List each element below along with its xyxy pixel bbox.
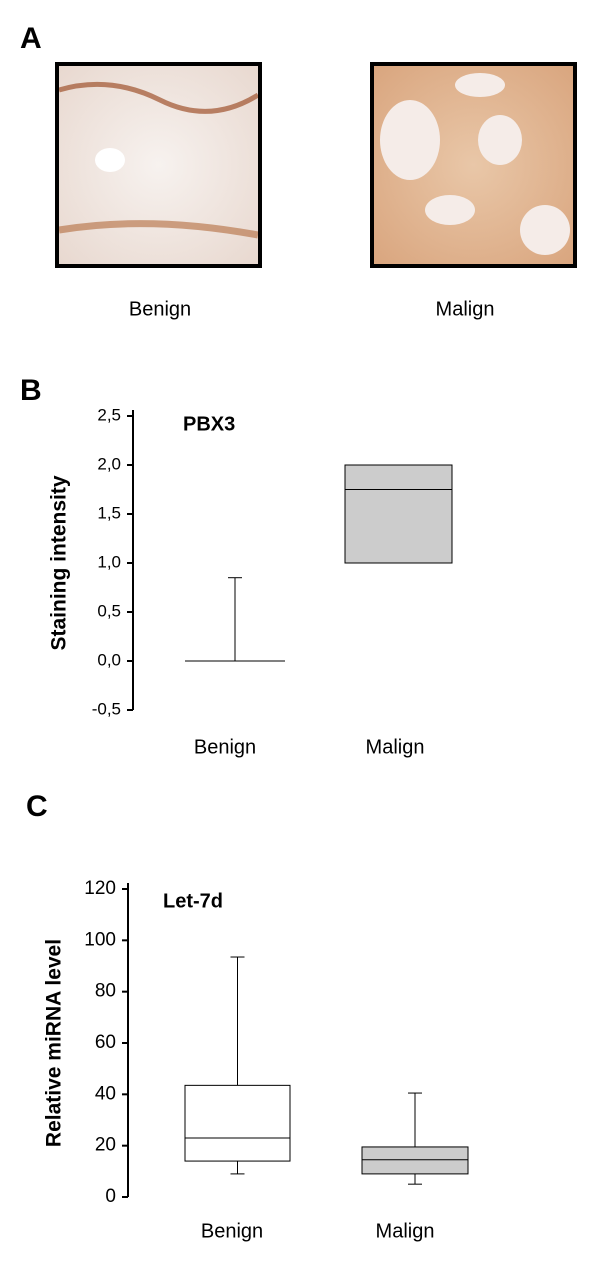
y-tick-label: 80 <box>95 981 116 1002</box>
y-tick-label: 2,0 <box>97 454 121 473</box>
y-tick-label: 1,5 <box>97 503 121 522</box>
box <box>361 1146 469 1175</box>
micrograph <box>55 62 262 268</box>
y-tick-label: 20 <box>95 1135 116 1156</box>
y-tick-label: 120 <box>84 878 116 899</box>
y-tick-label: 2,5 <box>97 405 121 424</box>
y-tick-label: 0,0 <box>97 650 121 669</box>
panel-label: A <box>20 22 42 55</box>
x-tick-label: Benign <box>201 1220 263 1242</box>
box <box>184 1084 291 1162</box>
y-axis-label: Relative miRNA level <box>43 939 66 1147</box>
box <box>344 464 453 564</box>
panel-label: C <box>26 790 48 823</box>
y-tick-label: 60 <box>95 1032 116 1053</box>
micrograph <box>370 62 577 268</box>
y-axis-label: Staining intensity <box>48 475 71 650</box>
y-tick-label: 1,0 <box>97 552 121 571</box>
x-tick-label: Benign <box>194 736 256 758</box>
chart-title: Let-7d <box>163 890 223 912</box>
y-tick-label: 0 <box>105 1186 116 1207</box>
y-tick-label: 40 <box>95 1083 116 1104</box>
image-caption: Malign <box>436 298 495 320</box>
y-tick-label: 0,5 <box>97 601 121 620</box>
panel-label: B <box>20 374 42 407</box>
y-tick-label: 100 <box>84 929 116 950</box>
x-tick-label: Malign <box>366 736 425 758</box>
image-caption: Benign <box>129 298 191 320</box>
x-tick-label: Malign <box>376 1220 435 1242</box>
chart-title: PBX3 <box>183 413 235 435</box>
y-tick-label: -0,5 <box>92 699 121 718</box>
